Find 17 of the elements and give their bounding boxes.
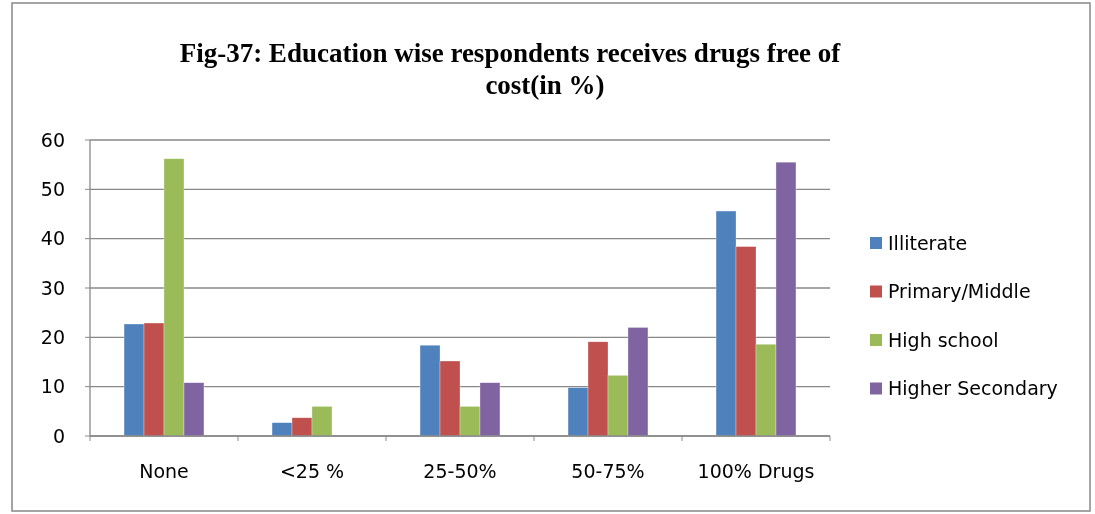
y-tick-label: 40 <box>40 227 65 250</box>
x-tick-label: None <box>139 460 189 482</box>
y-tick-label: 20 <box>40 325 65 348</box>
y-tick-label: 0 <box>52 424 65 447</box>
x-tick-label: 25-50% <box>423 460 497 482</box>
chart-title: Fig-37: Education wise respondents receives drugs free of cost(in %) <box>179 38 842 100</box>
legend-label: Illiterate <box>888 231 968 254</box>
x-tick-label: 100% Drugs <box>697 460 815 482</box>
legend-label: Higher Secondary <box>888 377 1058 400</box>
y-tick-label: 30 <box>40 276 65 299</box>
legend-label: Primary/Middle <box>888 280 1031 303</box>
x-tick-label: <25 % <box>279 460 345 482</box>
y-tick-label: 60 <box>40 128 65 151</box>
legend-label: High school <box>888 328 999 351</box>
y-tick-label: 10 <box>40 375 65 398</box>
x-tick-label: 50-75% <box>571 460 645 482</box>
y-tick-label: 50 <box>40 177 65 200</box>
